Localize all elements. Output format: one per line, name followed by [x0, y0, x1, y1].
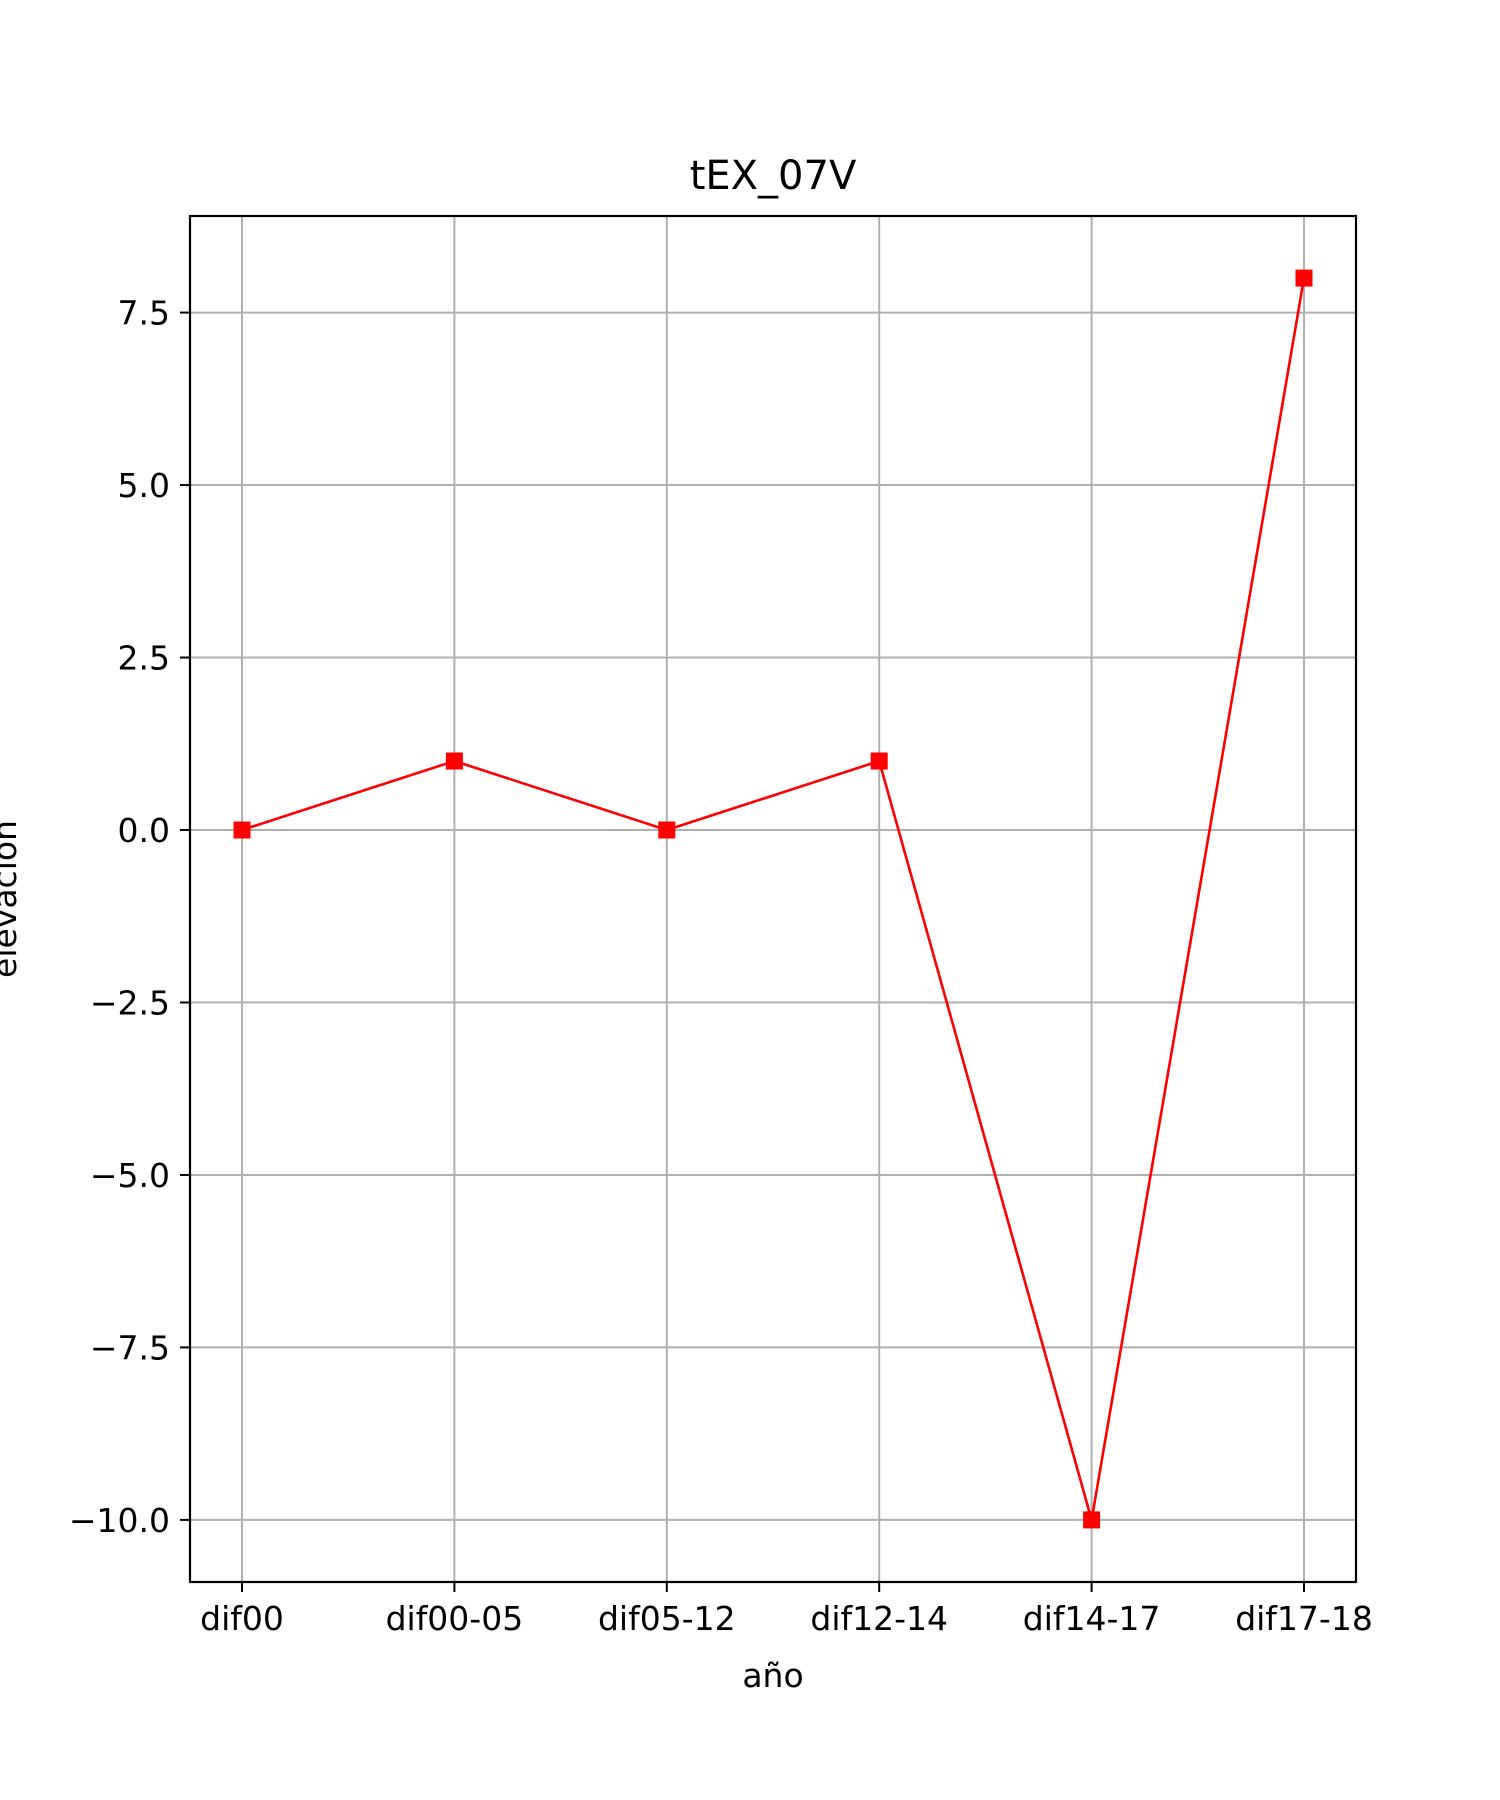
series-layer — [233, 269, 1313, 1529]
data-point-marker — [1083, 1511, 1101, 1529]
x-tick-label: dif12-14 — [810, 1599, 948, 1638]
x-axis: dif00 dif00-05 dif05-12 dif12-14 dif14-17 dif… — [200, 1582, 1373, 1638]
data-point-marker — [870, 752, 888, 770]
y-tick-label: 2.5 — [118, 639, 170, 678]
y-tick-label: −7.5 — [90, 1328, 170, 1367]
x-tick-label: dif14-17 — [1023, 1599, 1161, 1638]
y-axis: −10.0 −7.5 −5.0 −2.5 0.0 2.5 5.0 7.5 — [69, 294, 190, 1540]
x-tick-label: dif17-18 — [1235, 1599, 1373, 1638]
data-point-marker — [445, 752, 463, 770]
y-tick-label: 7.5 — [118, 294, 170, 333]
y-tick-label: 5.0 — [118, 466, 170, 505]
data-point-marker — [658, 821, 676, 839]
chart-title: tEX_07V — [690, 153, 857, 199]
y-tick-label: −10.0 — [69, 1501, 170, 1540]
y-tick-label: −5.0 — [90, 1156, 170, 1195]
x-axis-label: año — [742, 1656, 803, 1695]
grid — [190, 216, 1356, 1582]
x-tick-label: dif05-12 — [598, 1599, 736, 1638]
y-tick-label: 0.0 — [118, 811, 170, 850]
y-tick-label: −2.5 — [90, 983, 170, 1022]
data-point-marker — [1295, 269, 1313, 287]
x-tick-label: dif00-05 — [386, 1599, 524, 1638]
x-tick-label: dif00 — [200, 1599, 284, 1638]
series-line — [241, 277, 1306, 1521]
plot-frame — [188, 214, 1358, 1584]
data-point-marker — [233, 821, 251, 839]
y-axis-label: elevación — [0, 820, 24, 978]
